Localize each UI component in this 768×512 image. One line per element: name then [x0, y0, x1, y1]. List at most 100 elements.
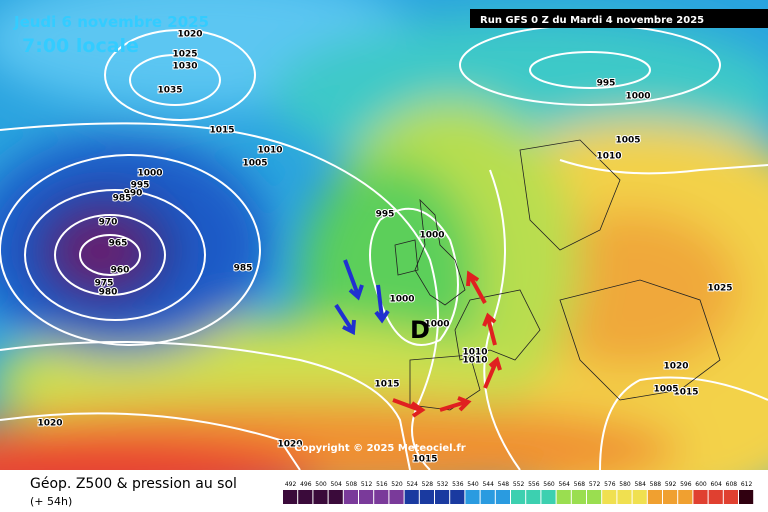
isobar: [104, 29, 256, 121]
colorbar-tick: 604: [710, 481, 722, 488]
isobar-label: 1020: [277, 440, 302, 450]
colorbar-cell: [359, 490, 374, 504]
colorbar-tick: 596: [680, 481, 692, 488]
isobar-labels: 1020102510301035101510101005100099599098…: [36, 29, 733, 466]
blue-arrows: [334, 259, 390, 336]
colorbar-cell: [587, 490, 602, 504]
isobar-label: 1010: [462, 348, 487, 358]
coastline: [519, 139, 621, 251]
colorbar-cell: [298, 490, 313, 504]
colorbar-cell: [450, 490, 465, 504]
colorbar-tick: 512: [361, 481, 373, 488]
isobar: [0, 341, 411, 470]
isobar-label: 1035: [157, 86, 182, 96]
coastline: [414, 198, 466, 306]
isobar-label: 995: [376, 210, 395, 220]
colorbar-tick: 612: [741, 481, 753, 488]
isobar-label: 970: [99, 218, 118, 228]
colorbar-tick: 500: [315, 481, 327, 488]
colorbar-tick: 588: [650, 481, 662, 488]
isobar: [54, 214, 166, 296]
arrow: [343, 259, 364, 301]
arrow: [439, 396, 472, 412]
colorbar-tick: 516: [376, 481, 388, 488]
colorbar-cell: [556, 490, 571, 504]
arrow: [483, 356, 502, 389]
isobar-label: 995: [597, 79, 616, 89]
colorbar-tick: 508: [346, 481, 358, 488]
colorbar-cell: [283, 490, 298, 504]
isobar: [599, 376, 768, 470]
low-marker: D: [410, 316, 430, 344]
colorbar-cell: [343, 490, 358, 504]
colorbar-cell: [465, 490, 480, 504]
colorbar-tick: 532: [437, 481, 449, 488]
isobar-label: 980: [99, 288, 118, 298]
isobar-label: 1005: [653, 385, 678, 395]
colorbar-tick: 592: [665, 481, 677, 488]
isobar: [129, 54, 221, 106]
colorbar-cell: [374, 490, 389, 504]
colorbar-cell: [571, 490, 586, 504]
isobar-label: 1025: [172, 50, 197, 60]
coastline: [394, 239, 419, 276]
legend-title: Géop. Z500 & pression au sol: [30, 476, 237, 492]
isobar: [24, 189, 206, 321]
isobar: [79, 234, 141, 276]
colorbar-tick: 528: [422, 481, 434, 488]
colorbar-cell: [647, 490, 662, 504]
colorbar-cell: [511, 490, 526, 504]
colorbar-tick: 520: [391, 481, 403, 488]
colorbar-tick: 540: [467, 481, 479, 488]
colorbar-tick: 544: [482, 481, 494, 488]
colorbar-cell: [328, 490, 343, 504]
colorbar-tick: 608: [726, 481, 738, 488]
colorbar-cell: [404, 490, 419, 504]
arrow: [334, 303, 356, 336]
colorbar-tick: 600: [695, 481, 707, 488]
colorbar-cell: [678, 490, 693, 504]
copyright: Copyright © 2025 Meteociel.fr: [294, 443, 465, 454]
isobar-label: 1030: [172, 62, 197, 72]
isobar-label: 995: [131, 181, 150, 191]
isobar-label: 1020: [177, 30, 202, 40]
isobar-label: 1015: [209, 126, 234, 136]
run-box: [470, 9, 768, 28]
colorbar-tick: 560: [543, 481, 555, 488]
isobar: [529, 51, 651, 89]
colorbar-tick: 584: [634, 481, 646, 488]
arrows: [334, 259, 502, 418]
isobar-label: 1020: [663, 362, 688, 372]
colorbar-cell: [419, 490, 434, 504]
colorbar-tick: 548: [498, 481, 510, 488]
isobar-label: 1010: [257, 146, 282, 156]
colorbar-cell: [708, 490, 723, 504]
colorbar-tick: 524: [406, 481, 418, 488]
isobar-label: 1000: [419, 231, 444, 241]
isobar-label: 1000: [424, 320, 449, 330]
arrow: [482, 312, 497, 346]
isobar-label: 1000: [389, 295, 414, 305]
isobar-label: 1020: [37, 419, 62, 429]
colorbar-cell: [526, 490, 541, 504]
isobar-label: 1010: [596, 152, 621, 162]
colorbar-tick: 496: [300, 481, 312, 488]
arrow: [466, 270, 487, 304]
isobar-label: 1015: [673, 388, 698, 398]
shade: [0, 435, 319, 470]
colorbar-tick: 564: [558, 481, 570, 488]
colorbar-cell: [663, 490, 678, 504]
date: Jeudi 6 novembre 2025: [13, 13, 209, 31]
coastline: [559, 279, 721, 401]
colorbar-tick: 580: [619, 481, 631, 488]
isobar: [0, 154, 261, 346]
isobar: [0, 412, 301, 470]
colorbar-tick: 556: [528, 481, 540, 488]
colorbar-cell: [739, 490, 754, 504]
colorbar-tick: 504: [330, 481, 342, 488]
isobar: [559, 159, 768, 175]
arrow: [392, 398, 426, 418]
